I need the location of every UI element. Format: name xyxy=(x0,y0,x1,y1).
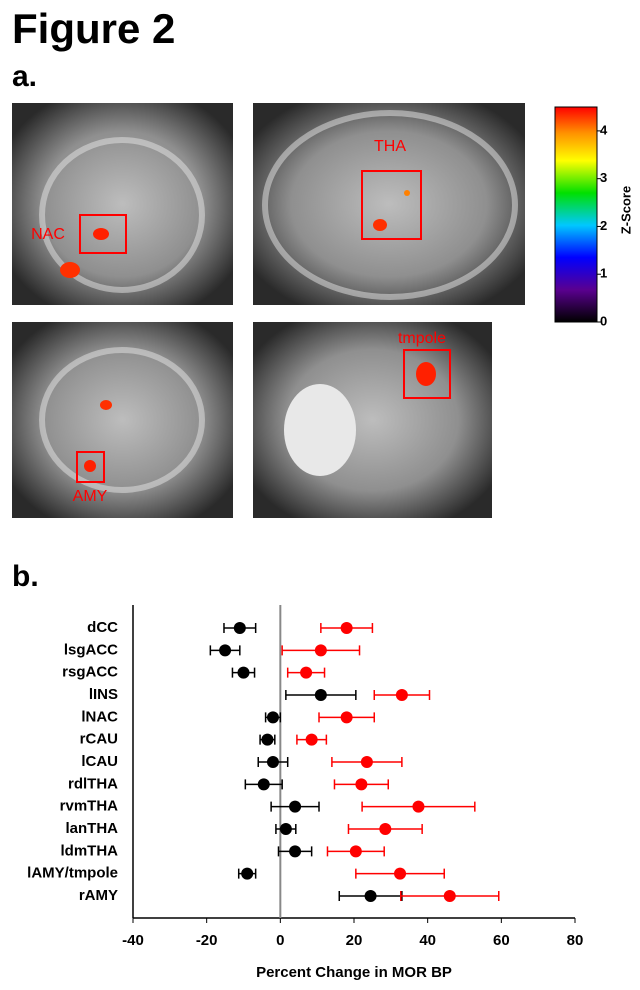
figure-title: Figure 2 xyxy=(12,5,175,52)
y-tick-label: lCAU xyxy=(81,753,118,770)
brain-slice xyxy=(253,103,525,305)
y-tick-label: rCAU xyxy=(80,731,118,748)
x-tick-label: 40 xyxy=(419,932,436,949)
x-axis-label: Percent Change in MOR BP xyxy=(256,964,452,981)
dot xyxy=(349,845,362,858)
panel-label: a. xyxy=(12,60,37,93)
x-tick-label: 20 xyxy=(346,932,363,949)
brain-tissue xyxy=(262,110,518,300)
dot xyxy=(379,823,392,835)
dot xyxy=(395,689,408,701)
dot xyxy=(412,800,425,813)
dot xyxy=(289,845,302,858)
brain-tissue xyxy=(39,347,205,493)
dot xyxy=(257,778,270,791)
dot xyxy=(219,644,232,657)
activation xyxy=(373,219,387,231)
brain-images: NAC THA AMY tmpole xyxy=(12,103,525,518)
y-tick-label: lNAC xyxy=(81,708,118,725)
brain-slice xyxy=(12,103,233,305)
region-label: NAC xyxy=(31,226,65,243)
y-tick-label: dCC xyxy=(87,619,118,636)
y-tick-label: rvmTHA xyxy=(60,798,119,815)
activation xyxy=(84,460,96,472)
dot xyxy=(364,890,377,902)
brain-slice xyxy=(12,322,233,518)
dot xyxy=(261,733,274,746)
region-label: THA xyxy=(374,138,406,155)
dot xyxy=(443,890,456,902)
dot xyxy=(355,778,368,791)
dot xyxy=(300,666,313,679)
activation xyxy=(416,362,436,386)
colorbar-tick-label: 1 xyxy=(600,266,607,281)
dot-plot: -40 -20 0 20 40 60 80 Percent Change in MOR BP d… xyxy=(27,605,583,981)
dot xyxy=(289,800,302,813)
colorbar-ticks: 0 1 2 3 4 xyxy=(597,122,608,328)
panel-label: b. xyxy=(12,560,39,593)
roi-box xyxy=(79,214,127,254)
activation xyxy=(100,400,112,410)
activation xyxy=(93,228,109,240)
activation xyxy=(404,190,410,196)
dot xyxy=(266,711,279,724)
y-tick-label: ldmTHA xyxy=(61,842,119,859)
dot xyxy=(305,733,318,746)
dot xyxy=(340,622,353,634)
y-tick-label: rdlTHA xyxy=(68,775,118,792)
region-label: AMY xyxy=(73,488,108,505)
activation xyxy=(60,262,80,278)
colorbar-label: Z-Score xyxy=(618,186,633,234)
dot xyxy=(279,823,292,835)
y-tick-label: lAMY/tmpole xyxy=(27,865,118,882)
dot xyxy=(266,756,279,768)
brain-tissue xyxy=(39,137,205,293)
roi-box xyxy=(403,349,451,399)
y-tick-label: rsgACC xyxy=(62,664,118,681)
x-tick-label: -40 xyxy=(122,932,144,949)
dot xyxy=(314,689,327,701)
roi-box xyxy=(76,451,105,483)
dot xyxy=(233,622,246,634)
y-tick-label: rAMY xyxy=(79,887,118,904)
x-tick-label: 0 xyxy=(276,932,284,949)
colorbar-tick-label: 0 xyxy=(600,313,607,328)
dot xyxy=(360,756,373,768)
x-tick-label: 80 xyxy=(567,932,584,949)
x-tick-label: -20 xyxy=(196,932,218,949)
dot xyxy=(241,867,254,880)
colorbar-tick-label: 3 xyxy=(600,170,607,185)
colorbar-tick-label: 2 xyxy=(600,218,607,233)
dot xyxy=(340,711,353,724)
x-tick-label: 60 xyxy=(493,932,510,949)
brain-tissue xyxy=(284,384,356,476)
region-label: tmpole xyxy=(398,330,446,347)
colorbar xyxy=(554,106,598,323)
dot xyxy=(237,666,250,679)
y-tick-label: lINS xyxy=(89,686,118,703)
colorbar-tick-label: 4 xyxy=(600,122,608,137)
roi-box xyxy=(361,170,422,240)
dot xyxy=(314,644,327,657)
y-tick-label: lsgACC xyxy=(64,641,118,658)
dot xyxy=(394,867,407,880)
y-tick-label: lanTHA xyxy=(66,820,119,837)
